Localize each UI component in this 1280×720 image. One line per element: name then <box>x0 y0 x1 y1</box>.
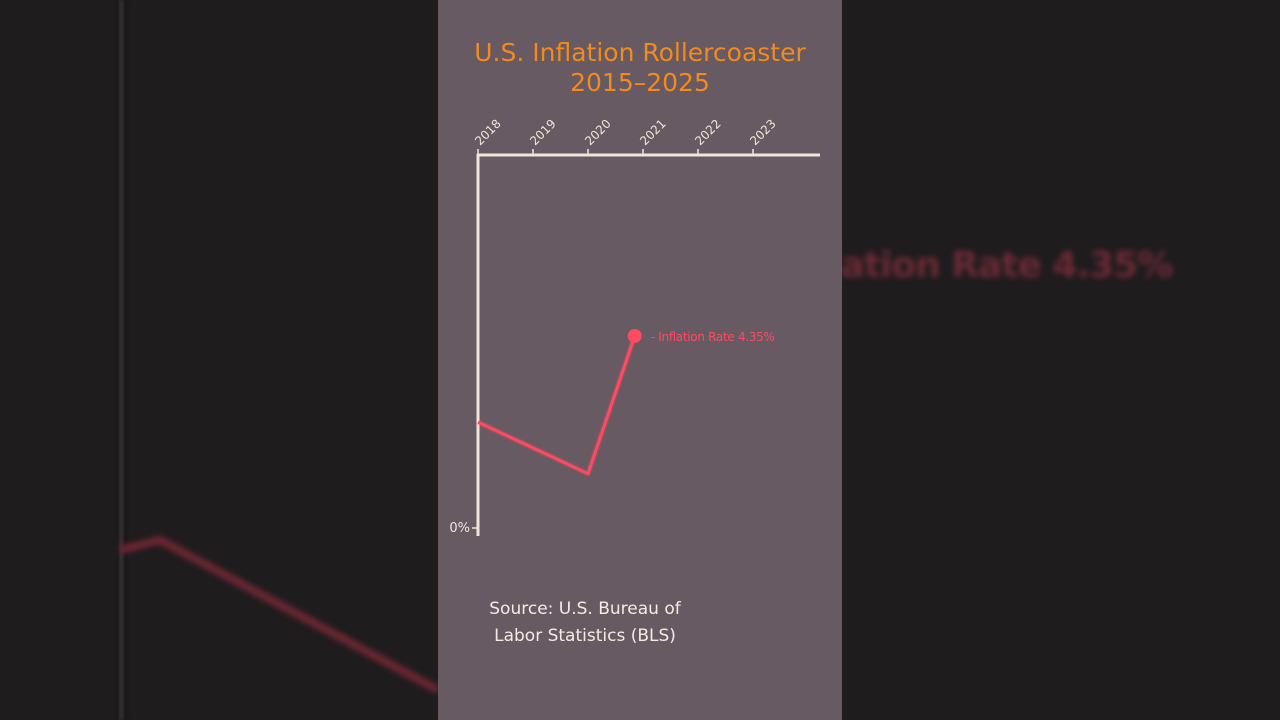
source-line2: Labor Statistics (BLS) <box>494 626 676 646</box>
background-left <box>0 0 438 720</box>
background-right: - Inflation Rate 4.35% <box>842 0 1280 720</box>
chart-title-line2: 2015–2025 <box>570 68 710 97</box>
y-tick-label-0: 0% <box>449 521 470 536</box>
series-inflation: - Inflation Rate 4.35% <box>476 328 775 477</box>
series-end-label: - Inflation Rate 4.35% <box>651 330 775 344</box>
x-tick-label-2019: 2019 <box>527 117 558 148</box>
background-line-blur <box>119 535 438 694</box>
y-axis: 0% <box>449 154 480 536</box>
x-axis: 2018 2019 2020 2021 2022 2023 <box>472 117 820 157</box>
source-line1: Source: U.S. Bureau of <box>489 599 681 619</box>
chart-title-line1: U.S. Inflation Rollercoaster <box>474 38 806 67</box>
x-tick-label-2022: 2022 <box>692 117 723 148</box>
inflation-chart: 2018 2019 2020 2021 2022 2023 0% - Inflation … <box>449 117 820 536</box>
series-line <box>477 335 637 476</box>
x-tick-label-2018: 2018 <box>472 117 503 148</box>
chart-title: U.S. Inflation Rollercoaster 2015–2025 <box>438 38 842 98</box>
x-tick-label-2021: 2021 <box>637 117 668 148</box>
source-note: Source: U.S. Bureau of Labor Statistics … <box>438 596 732 650</box>
background-axis-blur <box>117 0 127 720</box>
background-label-blur: - Inflation Rate 4.35% <box>842 245 1173 286</box>
x-tick-label-2023: 2023 <box>747 117 778 148</box>
video-panel: U.S. Inflation Rollercoaster 2015–2025 2… <box>438 0 842 720</box>
series-end-point <box>627 328 642 343</box>
x-tick-label-2020: 2020 <box>582 117 613 148</box>
